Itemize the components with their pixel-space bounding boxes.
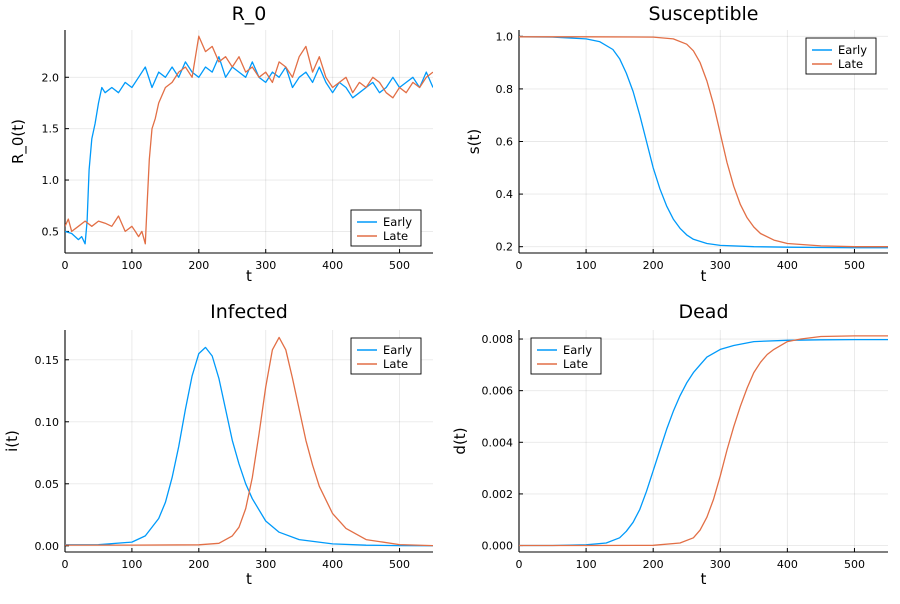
chart-panel-3: 0 100 200 300 400 500 0.00 0.05 0.10 0.15 Infected… bbox=[3, 301, 433, 588]
x-tick-label: 300 bbox=[710, 558, 731, 571]
chart-panel-2: 0 100 200 300 400 500 0.2 0.4 0.6 0.8 1.0 Susceptib… bbox=[465, 3, 888, 285]
x-tick-label: 300 bbox=[255, 259, 276, 272]
x-axis-label: t bbox=[246, 267, 252, 285]
x-tick-label: 400 bbox=[322, 558, 343, 571]
x-tick-label: 500 bbox=[844, 558, 865, 571]
x-tick-label: 500 bbox=[844, 259, 865, 272]
legend-label-early: Early bbox=[383, 215, 412, 229]
chart-title: Infected bbox=[210, 301, 288, 323]
x-tick-label: 400 bbox=[322, 259, 343, 272]
chart-title: Dead bbox=[678, 301, 728, 323]
series-line-late bbox=[519, 36, 888, 248]
y-tick-label: 0.15 bbox=[35, 354, 60, 367]
x-tick-label: 100 bbox=[121, 259, 142, 272]
x-tick-label: 300 bbox=[710, 259, 731, 272]
legend-label-early: Early bbox=[563, 343, 592, 357]
series-line-late bbox=[65, 336, 433, 547]
legend-box bbox=[805, 37, 877, 75]
x-tick-label: 400 bbox=[777, 259, 798, 272]
y-tick-label: 0.4 bbox=[496, 188, 514, 201]
y-tick-label: 0.002 bbox=[482, 488, 514, 501]
x-axis-label: t bbox=[246, 570, 252, 588]
legend-label-early: Early bbox=[838, 43, 867, 57]
x-tick-label: 0 bbox=[62, 558, 69, 571]
x-tick-label: 200 bbox=[643, 259, 664, 272]
y-axis-label: s(t) bbox=[465, 129, 483, 154]
y-tick-label: 0.006 bbox=[482, 385, 514, 398]
legend-label-late: Late bbox=[563, 357, 588, 371]
series-line-late bbox=[65, 35, 433, 245]
x-tick-label: 500 bbox=[389, 558, 410, 571]
chart-panel-4: 0 100 200 300 400 500 0.000 0.002 0.004 0.006 0.00… bbox=[451, 301, 888, 588]
legend-label-late: Late bbox=[383, 357, 408, 371]
x-tick-label: 0 bbox=[516, 259, 523, 272]
x-tick-label: 500 bbox=[389, 259, 410, 272]
x-tick-label: 100 bbox=[576, 259, 597, 272]
series-line-early bbox=[519, 36, 888, 249]
x-tick-label: 200 bbox=[188, 259, 209, 272]
y-tick-label: 0.00 bbox=[35, 540, 60, 553]
legend-label-late: Late bbox=[838, 57, 863, 71]
x-axis-label: t bbox=[701, 570, 707, 588]
y-tick-label: 0.008 bbox=[482, 333, 514, 346]
x-axis-label: t bbox=[701, 267, 707, 285]
legend-box bbox=[530, 337, 602, 375]
y-tick-label: 0.8 bbox=[496, 83, 514, 96]
x-tick-label: 200 bbox=[643, 558, 664, 571]
y-tick-label: 0.5 bbox=[42, 225, 60, 238]
y-tick-label: 1.0 bbox=[496, 30, 514, 43]
chart-title: R_0 bbox=[232, 3, 267, 25]
y-tick-label: 2.0 bbox=[42, 71, 60, 84]
y-axis-label: d(t) bbox=[451, 427, 469, 454]
legend-label-early: Early bbox=[383, 343, 412, 357]
y-axis-label: i(t) bbox=[3, 430, 21, 452]
y-tick-label: 0.6 bbox=[496, 136, 514, 149]
legend-box bbox=[350, 209, 422, 247]
y-tick-label: 0.004 bbox=[482, 436, 514, 449]
y-tick-label: 0.10 bbox=[35, 416, 60, 429]
x-tick-label: 0 bbox=[62, 259, 69, 272]
series-line-early bbox=[65, 346, 433, 547]
y-tick-label: 1.0 bbox=[42, 174, 60, 187]
x-tick-label: 300 bbox=[255, 558, 276, 571]
x-tick-label: 400 bbox=[777, 558, 798, 571]
x-tick-label: 0 bbox=[516, 558, 523, 571]
x-tick-label: 100 bbox=[576, 558, 597, 571]
legend-label-late: Late bbox=[383, 229, 408, 243]
x-tick-label: 200 bbox=[188, 558, 209, 571]
y-tick-label: 0.05 bbox=[35, 478, 60, 491]
y-tick-label: 0.2 bbox=[496, 241, 514, 254]
y-axis-label: R_0(t) bbox=[9, 119, 28, 164]
y-tick-label: 1.5 bbox=[42, 123, 60, 136]
legend-box bbox=[350, 337, 422, 375]
series-line-early bbox=[519, 338, 888, 547]
chart-panel-1: 0 100 200 300 400 500 0.5 1.0 1.5 2.0 R_0t R_0(t) Ea… bbox=[9, 3, 433, 285]
x-tick-label: 100 bbox=[121, 558, 142, 571]
series-line-late bbox=[519, 335, 888, 547]
y-tick-label: 0.000 bbox=[482, 540, 514, 553]
chart-title: Susceptible bbox=[649, 3, 759, 25]
